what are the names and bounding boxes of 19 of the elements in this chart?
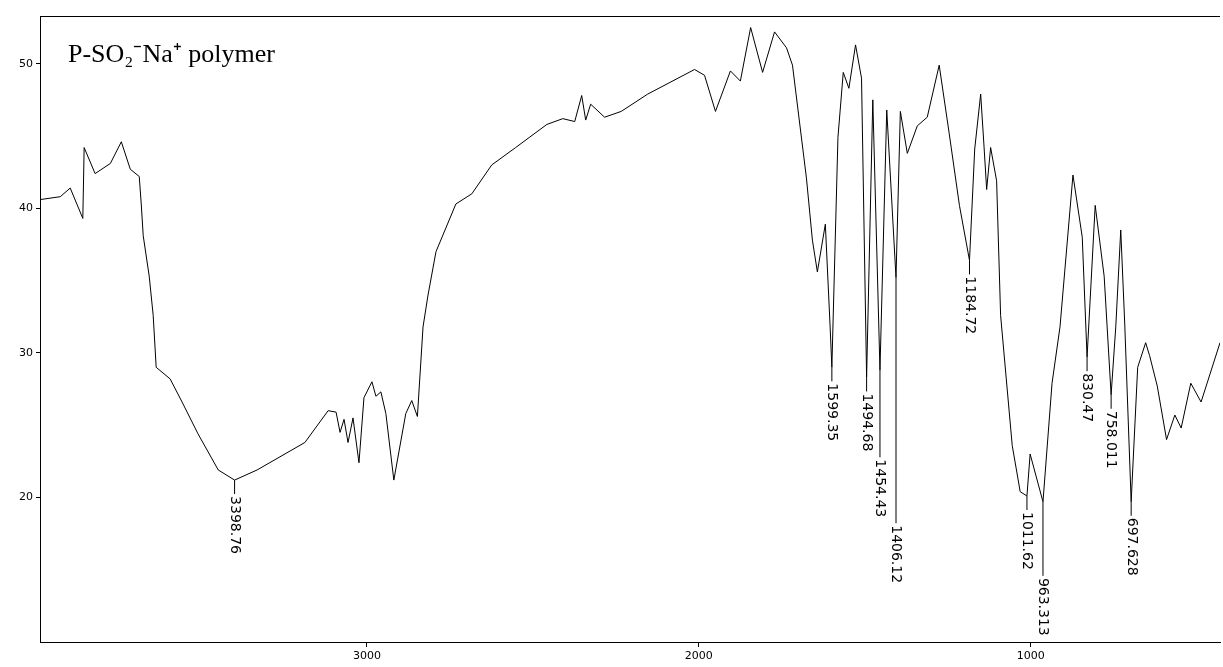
x-tick-label: 1000 bbox=[1016, 649, 1045, 663]
annotation: 1494.68 bbox=[859, 393, 876, 452]
y-tick-label: 20 bbox=[19, 490, 33, 504]
annotation: 1454.43 bbox=[873, 459, 890, 518]
annotation: 830.47 bbox=[1080, 373, 1097, 423]
annotation: 1011.62 bbox=[1020, 511, 1037, 570]
text: P-SO₂⁻Na⁺ polymer bbox=[68, 38, 276, 68]
y-tick-label: 30 bbox=[19, 345, 33, 359]
y-tick-label: 40 bbox=[19, 201, 33, 215]
annotation: 3398.76 bbox=[227, 496, 244, 555]
annotation: 758.011 bbox=[1104, 410, 1121, 469]
annotation: 963.313 bbox=[1036, 577, 1053, 636]
x-tick-label: 2000 bbox=[684, 649, 713, 663]
annotation: 697.628 bbox=[1124, 517, 1141, 576]
annotation: 1184.72 bbox=[962, 276, 979, 335]
annotation: 1406.12 bbox=[889, 525, 906, 584]
annotation: 1599.35 bbox=[825, 383, 842, 442]
x-tick-label: 3000 bbox=[352, 649, 381, 663]
y-tick-label: 50 bbox=[19, 56, 33, 70]
